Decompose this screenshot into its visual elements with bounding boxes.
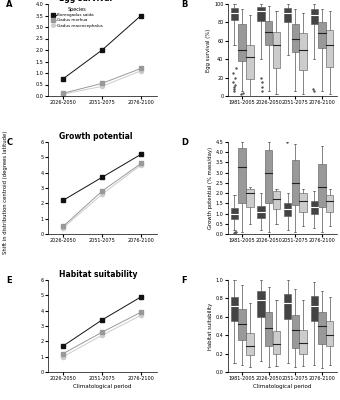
Text: Growth potential: Growth potential: [58, 132, 132, 141]
Text: Egg survival: Egg survival: [58, 0, 112, 3]
Text: A: A: [6, 0, 13, 9]
X-axis label: Climatological period: Climatological period: [253, 384, 311, 389]
Bar: [231, 296, 238, 321]
Y-axis label: Habitat suitability: Habitat suitability: [208, 302, 213, 350]
Bar: [273, 330, 280, 354]
Bar: [238, 310, 246, 340]
Bar: [246, 333, 254, 356]
Bar: [326, 321, 334, 346]
Bar: [265, 20, 272, 45]
X-axis label: Climatological period: Climatological period: [73, 384, 131, 389]
Y-axis label: Egg survival (%): Egg survival (%): [206, 28, 211, 72]
Bar: [292, 315, 299, 348]
Bar: [265, 150, 272, 203]
Bar: [231, 208, 238, 219]
Bar: [292, 24, 299, 52]
Bar: [257, 291, 265, 317]
Bar: [318, 312, 326, 344]
Text: F: F: [182, 276, 187, 285]
Bar: [273, 191, 280, 210]
Legend: Boreogadus saida, Gadus morhua, Gadus macrocephalus: Boreogadus saida, Gadus morhua, Gadus ma…: [50, 6, 104, 28]
Bar: [284, 294, 291, 319]
Bar: [284, 8, 291, 22]
Bar: [231, 8, 238, 20]
Bar: [310, 201, 318, 214]
Text: C: C: [6, 138, 12, 147]
Bar: [257, 7, 265, 20]
Bar: [257, 206, 265, 218]
Text: Shift in distribution centroid (degrees latitude): Shift in distribution centroid (degrees …: [3, 130, 7, 254]
Bar: [273, 32, 280, 68]
Bar: [326, 195, 334, 212]
Bar: [292, 160, 299, 205]
Bar: [246, 45, 254, 80]
Bar: [310, 296, 318, 321]
Text: D: D: [182, 138, 189, 147]
Bar: [238, 24, 246, 61]
Bar: [284, 203, 291, 216]
Bar: [299, 193, 307, 212]
Y-axis label: Growth potential (% mass/day): Growth potential (% mass/day): [208, 147, 213, 229]
Bar: [246, 189, 254, 208]
Bar: [238, 148, 246, 203]
Bar: [318, 22, 326, 48]
Bar: [318, 164, 326, 208]
Bar: [299, 330, 307, 354]
Text: Habitat suitability: Habitat suitability: [58, 270, 137, 279]
Bar: [326, 30, 334, 66]
Text: B: B: [182, 0, 188, 9]
Bar: [310, 9, 318, 24]
Bar: [265, 312, 272, 346]
Text: E: E: [6, 276, 12, 285]
Bar: [299, 34, 307, 70]
